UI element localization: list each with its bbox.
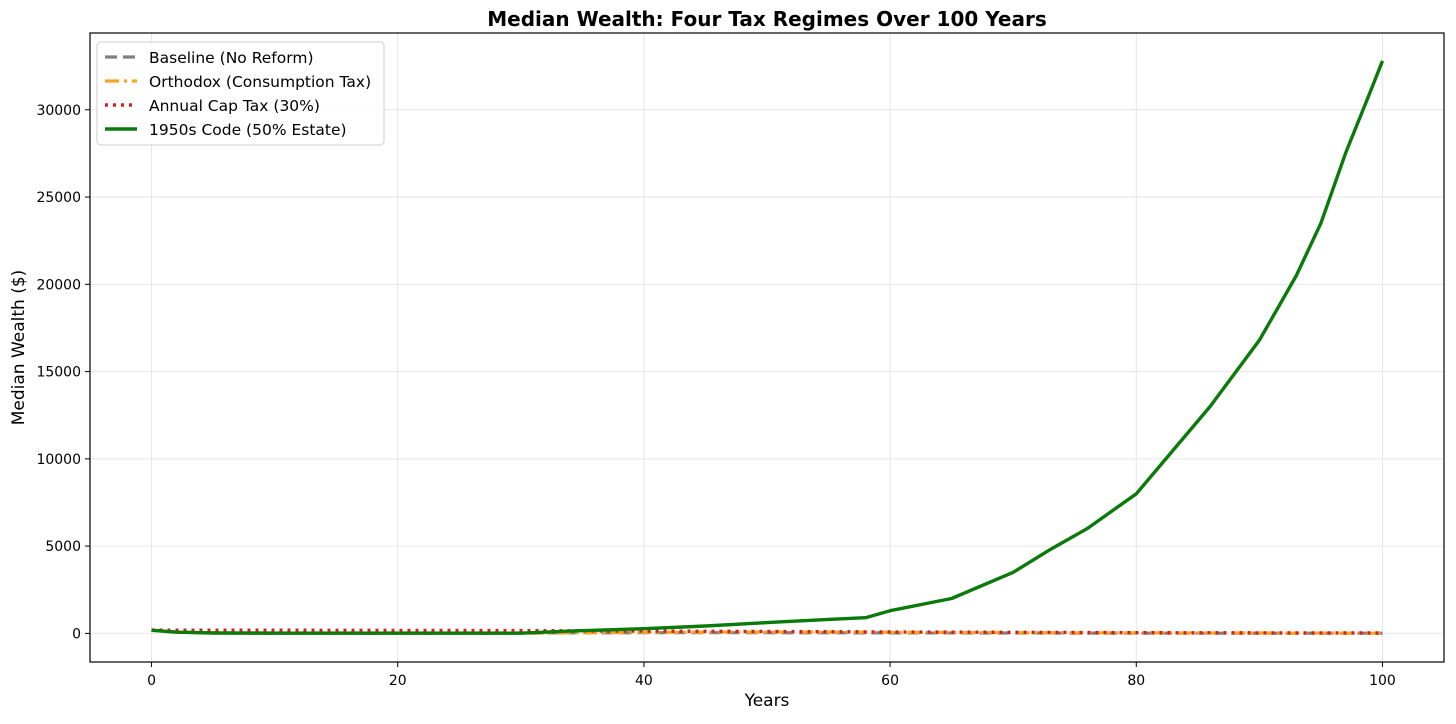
y-axis-label: Median Wealth ($) (9, 270, 29, 426)
y-tick-label: 25000 (36, 190, 81, 206)
ticks: 0 20 40 60 80 100 0 5000 10000 15000 20000 25000 300… (36, 103, 1395, 689)
legend-label: Annual Cap Tax (30%) (149, 97, 320, 115)
x-tick-label: 60 (881, 673, 899, 689)
y-tick-label: 0 (72, 626, 81, 642)
legend-label: 1950s Code (50% Estate) (149, 121, 347, 139)
chart-title: Median Wealth: Four Tax Regimes Over 100… (487, 7, 1046, 31)
legend-label: Orthodox (Consumption Tax) (149, 73, 371, 91)
legend-box (96, 41, 385, 146)
y-tick-label: 15000 (36, 365, 81, 381)
y-tick-label: 5000 (45, 539, 81, 555)
series-layer (151, 60, 1385, 635)
series-line-4 (151, 60, 1385, 635)
x-tick-label: 100 (1369, 673, 1396, 689)
legend-label: Baseline (No Reform) (149, 49, 314, 67)
x-axis-label: Years (744, 691, 790, 711)
x-tick-label: 0 (147, 673, 156, 689)
x-tick-label: 20 (389, 673, 407, 689)
legend: Baseline (No Reform) Orthodox (Consumptio… (96, 41, 385, 146)
y-tick-label: 20000 (36, 277, 81, 293)
x-tick-label: 40 (635, 673, 653, 689)
series-line-2 (151, 628, 1383, 635)
y-tick-label: 30000 (36, 103, 81, 119)
plot-frame (89, 32, 1445, 663)
x-tick-label: 80 (1127, 673, 1145, 689)
y-tick-label: 10000 (36, 452, 81, 468)
